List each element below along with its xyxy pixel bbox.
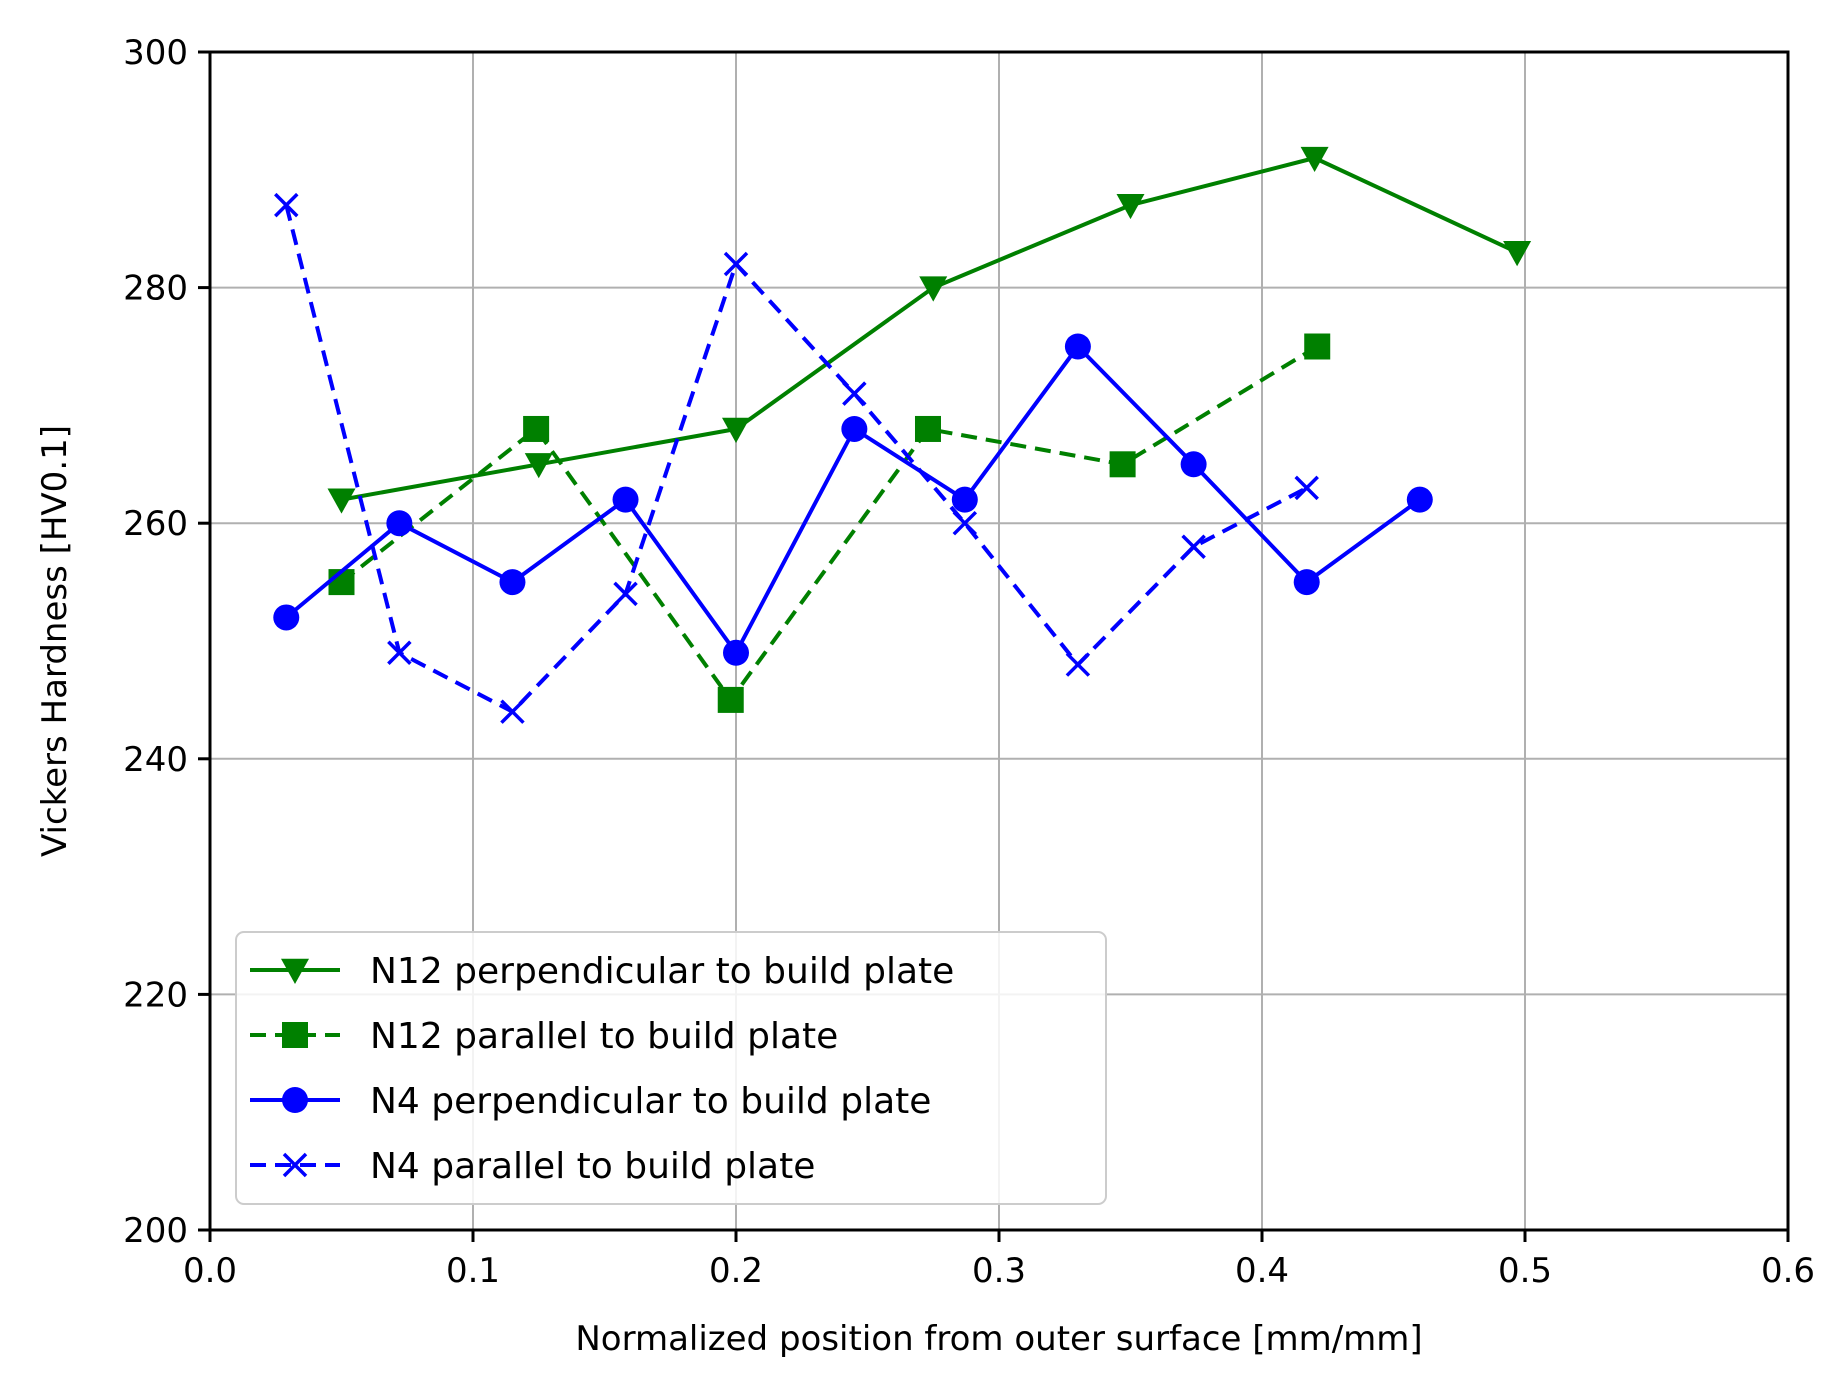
data-point-marker — [1064, 333, 1091, 360]
legend-marker — [282, 1022, 308, 1048]
data-point-marker — [274, 192, 299, 218]
data-point-marker — [1116, 193, 1145, 220]
x-tick-label: 0.0 — [183, 1251, 237, 1291]
legend-marker — [281, 958, 309, 984]
series-line — [341, 156, 1518, 502]
data-point-marker — [951, 486, 978, 513]
legend-entry: N12 perpendicular to build plate — [250, 951, 954, 992]
legend-label: N12 parallel to build plate — [370, 1016, 838, 1057]
data-point-marker — [842, 381, 867, 406]
data-point-marker — [914, 415, 941, 442]
x-tick-label: 0.2 — [709, 1251, 763, 1291]
data-point-marker — [1180, 451, 1207, 478]
data-point-marker — [523, 415, 550, 442]
data-point-marker — [1300, 146, 1329, 173]
data-point-marker — [1293, 569, 1320, 596]
legend-entry: N12 parallel to build plate — [250, 1016, 838, 1057]
x-tick-label: 0.4 — [1235, 1251, 1289, 1291]
y-tick-label: 300 — [123, 33, 188, 73]
data-point-marker — [841, 415, 868, 442]
x-axis-label: Normalized position from outer surface [… — [575, 1319, 1422, 1359]
data-point-marker — [1503, 241, 1532, 267]
data-point-marker — [273, 604, 300, 631]
data-point-marker — [327, 488, 356, 514]
data-point-marker — [386, 510, 413, 537]
tick-layer: 0.0 0.1 0.2 0.3 0.4 0.5 0.6 200 220 240 260 280 300 — [123, 33, 1815, 1291]
data-point-marker — [499, 569, 526, 596]
data-point-marker — [722, 417, 750, 443]
y-tick-label: 260 — [123, 504, 188, 544]
data-point-marker — [919, 276, 948, 302]
data-point-marker — [717, 686, 744, 713]
data-point-marker — [952, 510, 978, 536]
x-tick-label: 0.5 — [1498, 1251, 1552, 1291]
series-2 — [328, 333, 1331, 713]
data-point-marker — [1304, 333, 1331, 360]
y-axis-label: Vickers Hardness [HV0.1] — [35, 425, 75, 857]
data-point-marker — [1294, 475, 1319, 501]
y-tick-label: 240 — [123, 740, 188, 780]
series-4 — [274, 192, 1319, 724]
legend-label: N4 parallel to build plate — [370, 1146, 815, 1187]
legend-label: N4 perpendicular to build plate — [370, 1081, 931, 1122]
legend-entry: N4 perpendicular to build plate — [250, 1081, 931, 1122]
data-point-marker — [613, 581, 638, 607]
x-tick-label: 0.1 — [446, 1251, 500, 1291]
data-point-marker — [1406, 486, 1433, 513]
series-line — [340, 344, 1319, 702]
data-point-marker — [387, 640, 412, 666]
data-point-marker — [1065, 652, 1091, 677]
y-tick-label: 280 — [123, 269, 188, 309]
legend-entries: N12 perpendicular to build plate N12 para… — [250, 951, 954, 1187]
y-tick-label: 220 — [123, 975, 188, 1015]
series-3 — [273, 333, 1433, 666]
legend-marker — [282, 1152, 308, 1178]
legend-marker — [282, 1087, 308, 1113]
legend: N12 perpendicular to build plate N12 para… — [235, 931, 1107, 1205]
x-tick-label: 0.6 — [1761, 1251, 1815, 1291]
data-point-marker — [1109, 451, 1136, 478]
legend-entry: N4 parallel to build plate — [250, 1146, 815, 1187]
series-1 — [327, 146, 1532, 514]
data-point-marker — [723, 639, 749, 666]
data-point-marker — [524, 453, 553, 479]
x-tick-label: 0.3 — [972, 1251, 1026, 1291]
data-point-marker — [612, 486, 639, 513]
data-point-marker — [723, 251, 749, 277]
legend-label: N12 perpendicular to build plate — [370, 951, 954, 992]
series-line — [284, 204, 1308, 714]
data-point-marker — [1181, 534, 1206, 559]
series-layer — [273, 146, 1532, 724]
data-point-marker — [500, 699, 525, 724]
legend-box — [235, 931, 1107, 1205]
y-tick-label: 200 — [123, 1211, 188, 1251]
